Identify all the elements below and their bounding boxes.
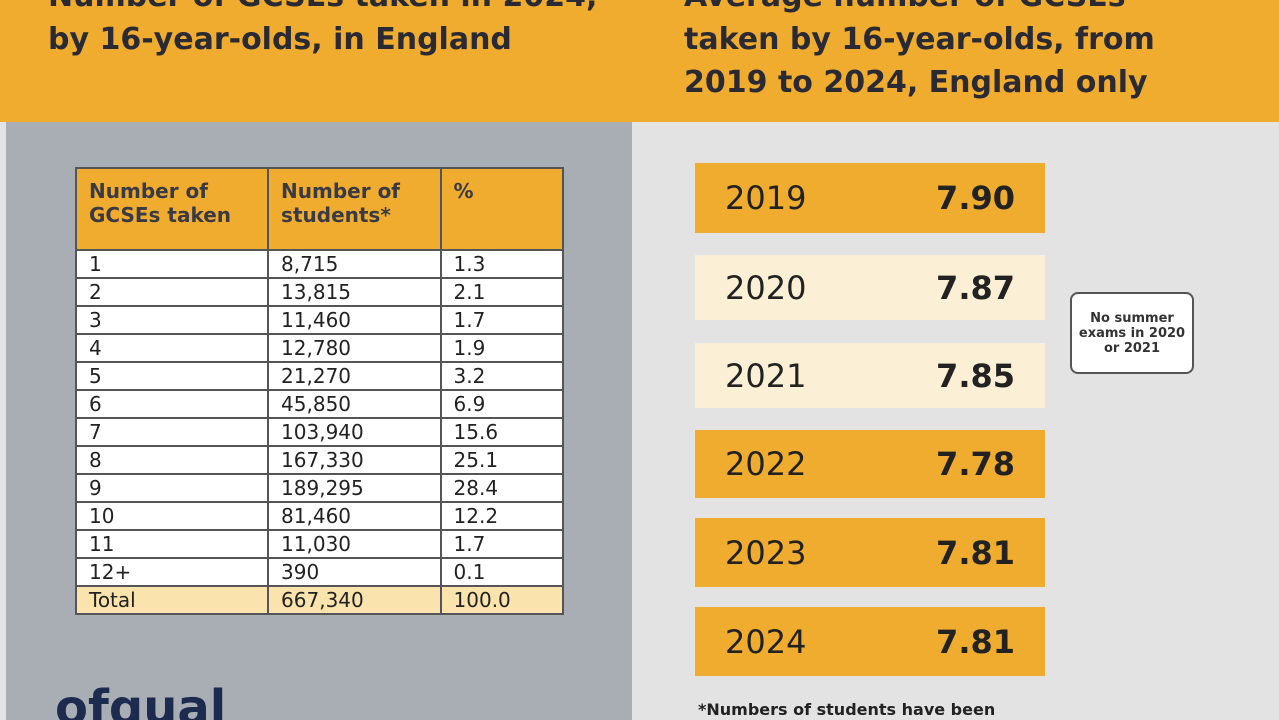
table-cell: 45,850: [267, 389, 442, 419]
callout: No summer exams in 2020 or 2021: [1070, 292, 1194, 374]
table-row: 12+ 390 0.1: [74, 557, 565, 587]
footnote: *Numbers of students have been: [698, 700, 996, 719]
year-label: 2020: [725, 268, 807, 307]
year-value: 7.90: [936, 179, 1015, 217]
gcse-table: Number of GCSEs taken Number of students…: [74, 167, 565, 615]
table-cell: 2: [74, 277, 270, 307]
table-cell: 11,030: [267, 529, 442, 559]
table-row: 2 13,815 2.1: [74, 277, 565, 307]
table-row: 9 189,295 28.4: [74, 473, 565, 503]
title-line: by 16-year-olds, in England: [48, 22, 512, 57]
table-row: 3 11,460 1.7: [74, 305, 565, 335]
table-cell: 28.4: [439, 473, 565, 503]
total-cell: 667,340: [267, 585, 442, 615]
title-line: taken by 16-year-olds, from: [684, 22, 1155, 57]
logo: ofqual: [55, 680, 227, 720]
table-cell: 12+: [74, 557, 270, 587]
year-value: 7.78: [936, 445, 1015, 483]
table-cell: 2.1: [439, 277, 565, 307]
table-cell: 0.1: [439, 557, 565, 587]
header-band: [0, 0, 1279, 122]
table-row: 10 81,460 12.2: [74, 501, 565, 531]
table-cell: 3: [74, 305, 270, 335]
table-row: 4 12,780 1.9: [74, 333, 565, 363]
table-cell: 12.2: [439, 501, 565, 531]
year-box: 2022 7.78: [695, 430, 1045, 498]
left-title: Number of GCSEs taken in 2024, by 16-yea…: [48, 0, 597, 61]
table-cell: 8: [74, 445, 270, 475]
table-row: 5 21,270 3.2: [74, 361, 565, 391]
year-box: 2021 7.85: [695, 343, 1045, 408]
total-cell: Total: [74, 585, 270, 615]
table-row: 8 167,330 25.1: [74, 445, 565, 475]
table-cell: 4: [74, 333, 270, 363]
year-box: 2019 7.90: [695, 163, 1045, 233]
title-line: 2019 to 2024, England only: [684, 65, 1148, 100]
table-cell: 15.6: [439, 417, 565, 447]
header-cell: Number of GCSEs taken: [74, 167, 270, 251]
year-box: 2024 7.81: [695, 607, 1045, 676]
table-cell: 167,330: [267, 445, 442, 475]
year-value: 7.87: [936, 268, 1015, 307]
right-title: Average number of GCSEs taken by 16-year…: [684, 0, 1155, 104]
table-cell: 1.7: [439, 305, 565, 335]
table-cell: 103,940: [267, 417, 442, 447]
table-cell: 9: [74, 473, 270, 503]
table-cell: 7: [74, 417, 270, 447]
table-row: 1 8,715 1.3: [74, 249, 565, 279]
table-cell: 6.9: [439, 389, 565, 419]
year-label: 2019: [725, 179, 807, 217]
year-label: 2024: [725, 622, 807, 661]
year-box: 2023 7.81: [695, 518, 1045, 587]
total-row: Total 667,340 100.0: [74, 585, 565, 615]
table-cell: 1.9: [439, 333, 565, 363]
table-cell: 390: [267, 557, 442, 587]
table-row: 6 45,850 6.9: [74, 389, 565, 419]
header-cell: Number of students*: [267, 167, 442, 251]
year-label: 2023: [725, 533, 807, 572]
table-cell: 21,270: [267, 361, 442, 391]
year-box: 2020 7.87: [695, 255, 1045, 320]
table-cell: 5: [74, 361, 270, 391]
table-cell: 81,460: [267, 501, 442, 531]
table-cell: 11: [74, 529, 270, 559]
year-label: 2022: [725, 445, 807, 483]
header-cell: %: [439, 167, 565, 251]
table-cell: 1.3: [439, 249, 565, 279]
table-cell: 3.2: [439, 361, 565, 391]
year-value: 7.85: [936, 356, 1015, 395]
table-cell: 189,295: [267, 473, 442, 503]
total-cell: 100.0: [439, 585, 565, 615]
table-cell: 1: [74, 249, 270, 279]
year-value: 7.81: [936, 622, 1015, 661]
table-cell: 12,780: [267, 333, 442, 363]
table-cell: 8,715: [267, 249, 442, 279]
year-value: 7.81: [936, 533, 1015, 572]
table-row: 11 11,030 1.7: [74, 529, 565, 559]
year-label: 2021: [725, 356, 807, 395]
table-cell: 6: [74, 389, 270, 419]
table-cell: 13,815: [267, 277, 442, 307]
title-line: Number of GCSEs taken in 2024,: [48, 0, 597, 18]
title-line: Average number of GCSEs: [684, 0, 1155, 18]
table-row: 7 103,940 15.6: [74, 417, 565, 447]
table-cell: 10: [74, 501, 270, 531]
table-cell: 25.1: [439, 445, 565, 475]
table-cell: 1.7: [439, 529, 565, 559]
table-cell: 11,460: [267, 305, 442, 335]
